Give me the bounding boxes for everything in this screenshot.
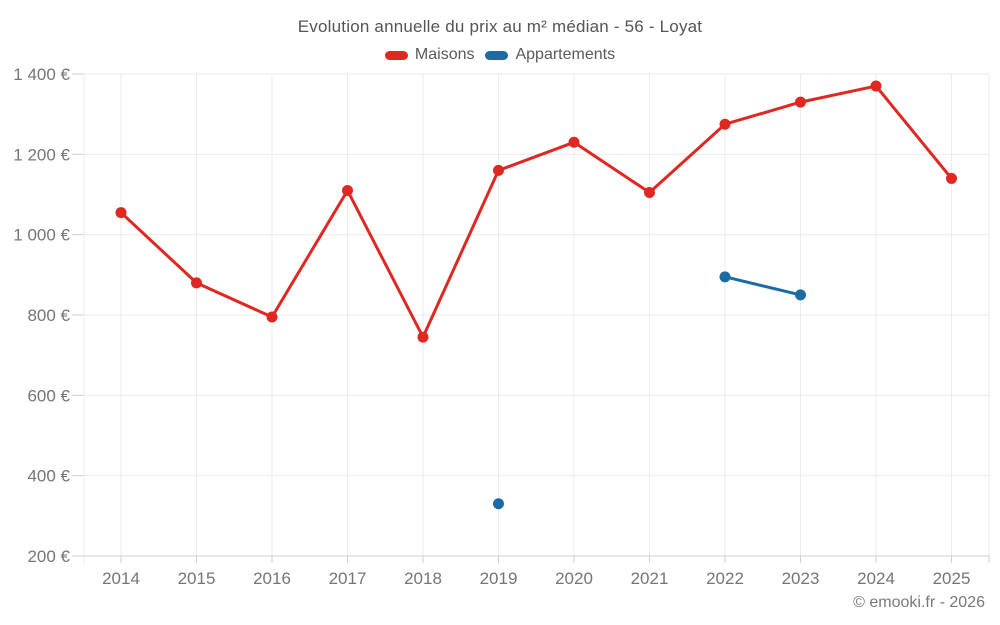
chart-legend: Maisons Appartements (0, 46, 1000, 64)
x-tick-label: 2024 (857, 569, 895, 588)
data-point-maisons-2019[interactable] (493, 164, 504, 176)
data-point-maisons-2022[interactable] (719, 118, 731, 130)
legend-label: Appartements (515, 46, 616, 63)
data-point-maisons-2023[interactable] (795, 96, 806, 108)
x-tick-label: 2019 (480, 569, 518, 588)
data-point-maisons-2020[interactable] (568, 136, 580, 148)
legend-label: Maisons (414, 46, 475, 63)
data-point-maisons-2016[interactable] (266, 311, 278, 323)
y-tick-label: 1 400 € (13, 65, 70, 84)
legend-item-appartements[interactable]: Appartements (485, 46, 615, 64)
y-tick-label: 1 200 € (13, 145, 70, 164)
y-tick-label: 600 € (27, 386, 70, 405)
x-tick-label: 2023 (782, 569, 820, 588)
data-point-maisons-2018[interactable] (417, 331, 429, 343)
watermark: © emooki.fr - 2026 (853, 594, 985, 611)
series-line-appartements (723, 275, 802, 297)
x-tick-label: 2022 (706, 569, 744, 588)
y-tick-label: 400 € (27, 467, 70, 486)
y-tick-label: 200 € (27, 547, 70, 566)
data-point-maisons-2014[interactable] (115, 207, 127, 219)
y-tick-label: 800 € (27, 306, 70, 325)
x-tick-label: 2020 (555, 569, 593, 588)
x-tick-label: 2017 (329, 569, 367, 588)
data-point-maisons-2025[interactable] (946, 172, 957, 184)
data-point-appartements-2019[interactable] (493, 498, 504, 510)
x-tick-label: 2021 (631, 569, 669, 588)
legend-swatch (384, 50, 408, 60)
x-tick-label: 2018 (404, 569, 442, 588)
x-tick-label: 2015 (178, 569, 216, 588)
x-tick-label: 2025 (933, 569, 971, 588)
data-point-maisons-2024[interactable] (870, 80, 882, 92)
x-tick-label: 2016 (253, 569, 291, 588)
legend-item-maisons[interactable]: Maisons (384, 46, 475, 64)
data-point-appartements-2022[interactable] (719, 271, 731, 283)
data-point-maisons-2015[interactable] (191, 277, 202, 289)
legend-swatch (485, 50, 509, 60)
data-point-appartements-2023[interactable] (795, 289, 806, 301)
data-point-maisons-2017[interactable] (342, 184, 353, 196)
data-point-maisons-2021[interactable] (644, 186, 655, 198)
x-tick-label: 2014 (102, 569, 140, 588)
series-line-maisons (119, 84, 953, 339)
chart-title: Evolution annuelle du prix au m² médian … (297, 17, 703, 36)
y-tick-label: 1 000 € (13, 226, 70, 245)
